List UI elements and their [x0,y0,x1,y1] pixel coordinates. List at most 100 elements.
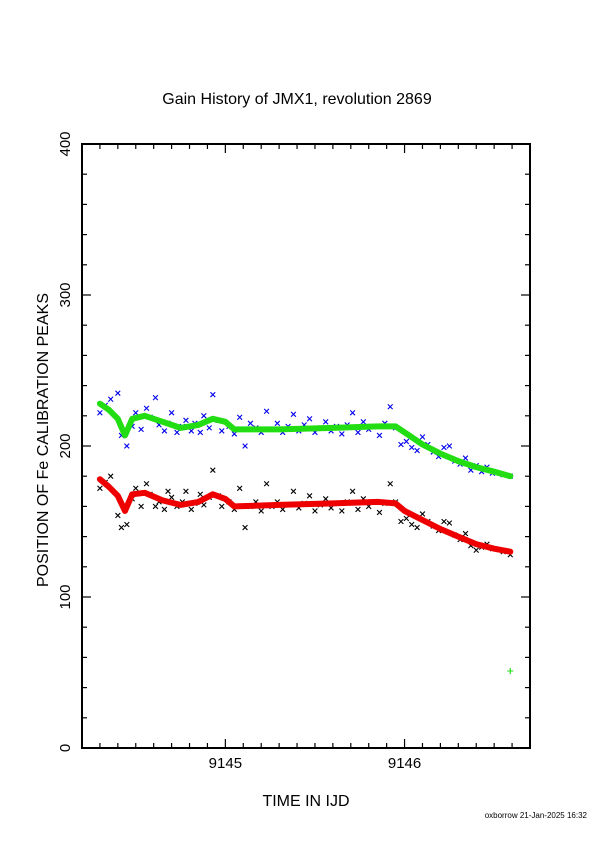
data-point [152,394,159,401]
y-tick-label: 200 [57,433,74,458]
data-point [242,443,248,449]
data-point [274,420,281,427]
data-point [408,444,415,451]
data-point [339,431,345,437]
data-point [398,441,404,448]
data-point [143,405,150,412]
data-point [197,429,204,436]
data-point [97,485,103,492]
data-point [242,524,248,531]
data-point [349,488,356,495]
data-point [132,409,139,416]
x-axis-label: TIME IN IJD [262,793,349,810]
data-point [138,426,144,433]
data-point [414,524,420,531]
data-point [236,414,243,421]
data-point [258,508,264,514]
series-2 [96,400,514,480]
data-point [210,467,216,473]
data-point [306,493,313,499]
data-point [218,503,225,510]
data-point [118,524,125,531]
data-point [143,480,150,487]
data-series [96,390,514,674]
series-4 [507,667,514,674]
data-point [339,508,345,514]
data-point [115,390,121,396]
data-point [197,491,204,498]
data-point [290,488,297,495]
data-point [161,506,168,513]
data-point [462,455,469,461]
data-point [115,512,121,519]
footer-timestamp: oxborrow 21-Jan-2025 16:32 [485,811,588,820]
data-point [138,503,144,510]
chart-title: Gain History of JMX1, revolution 2869 [162,91,432,108]
data-point [168,494,175,501]
data-point [152,503,159,510]
data-point [183,488,189,495]
data-point [107,396,114,402]
data-point [408,521,415,528]
data-point [165,488,171,495]
data-point [473,547,480,553]
data-point [446,520,453,526]
series-0 [97,390,514,479]
data-point [263,408,270,415]
data-point [236,485,243,492]
data-point [188,506,195,513]
data-point [376,509,383,516]
data-point [398,518,404,525]
data-point [322,419,329,425]
data-point [132,485,139,492]
data-point [441,444,447,451]
y-tick-label: 400 [57,131,74,156]
data-point [174,429,180,436]
data-point [419,511,426,517]
data-point [306,416,313,422]
y-tick-label: 100 [57,584,74,609]
data-point [355,506,361,513]
data-point [107,473,114,479]
data-point [403,515,410,522]
y-axis-label: POSITION OF Fe CALIBRATION PEAKS [35,293,52,587]
y-tick-label: 300 [57,282,74,307]
data-point [360,419,367,425]
data-point [201,413,207,419]
data-point [403,438,410,445]
data-point [349,409,356,416]
data-point [183,417,189,424]
data-point [414,447,420,454]
x-tick-label: 9145 [209,755,242,772]
data-point [446,443,453,449]
data-point [247,420,254,427]
data-point [124,521,130,528]
series-1 [97,467,514,558]
data-point [168,409,175,416]
data-point [507,667,514,674]
data-point [290,411,297,418]
plot-frame [81,143,531,749]
data-point [206,425,213,431]
data-point [419,434,426,440]
data-point [441,518,447,525]
data-point [322,496,329,502]
data-point [376,432,383,439]
data-point [210,391,216,398]
data-point [97,409,103,416]
data-point [161,428,168,434]
y-tick-label: 0 [57,744,74,752]
data-point [312,508,318,514]
data-point [387,403,394,410]
data-point [462,530,469,537]
data-point [218,428,225,434]
data-point [355,429,361,436]
x-tick-label: 9146 [388,755,421,772]
fit-line [96,400,514,480]
data-point [124,443,130,449]
data-point [387,480,394,487]
axis-ticks: 0 100 200 300 400 9145 9146 [57,131,531,772]
series-3 [96,476,514,555]
data-point [263,480,270,487]
